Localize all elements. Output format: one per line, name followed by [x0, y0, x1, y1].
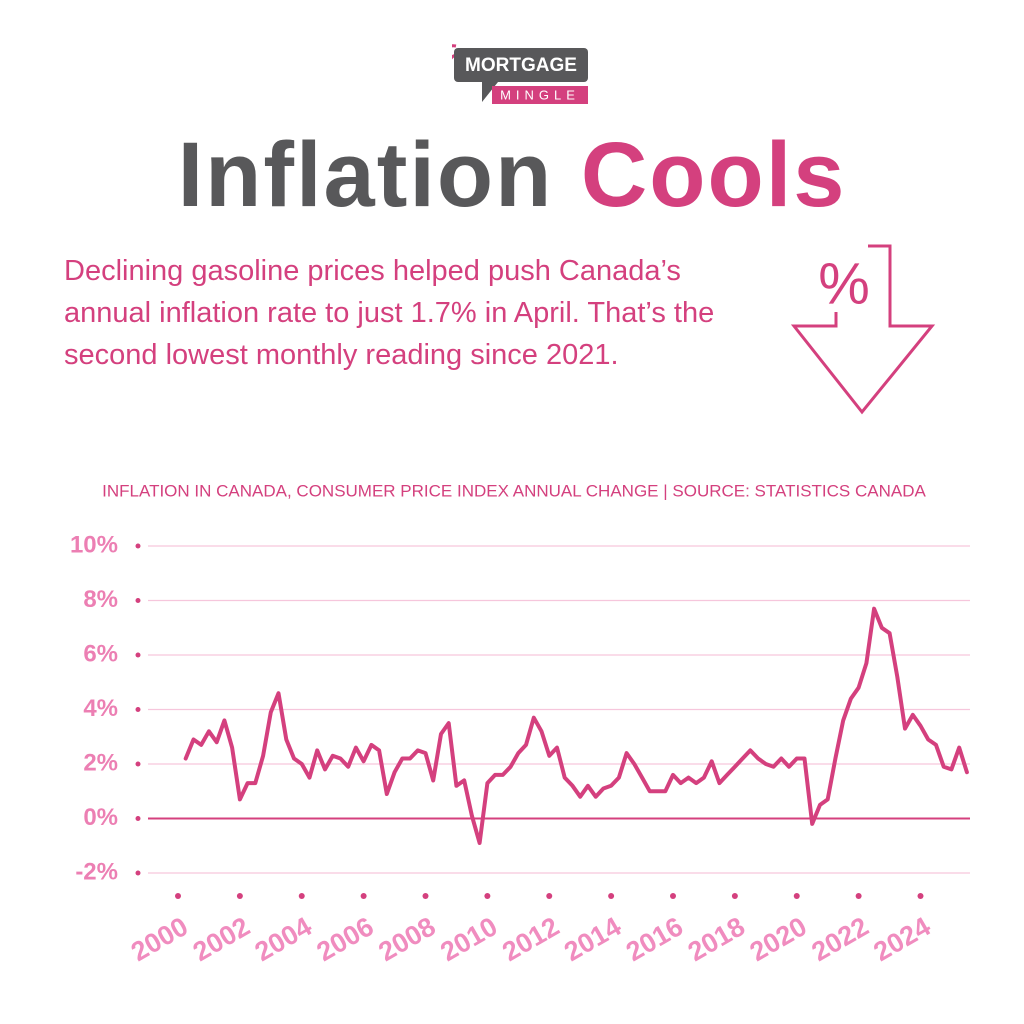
y-tick-dot — [135, 707, 141, 712]
x-tick-label: 2022 — [807, 911, 874, 967]
x-tick-dot — [236, 893, 243, 899]
y-tick-label: 2% — [83, 749, 118, 776]
x-tick-label: 2018 — [683, 911, 750, 967]
x-tick-label: 2008 — [373, 911, 440, 967]
logo-bar — [492, 86, 588, 104]
x-tick-dot — [855, 893, 862, 899]
down-arrow-icon: % — [790, 244, 936, 415]
x-tick-dot — [360, 893, 367, 899]
x-tick-dot — [917, 893, 924, 899]
x-tick-label: 2020 — [745, 911, 812, 967]
x-tick-label: 2006 — [312, 911, 379, 967]
x-tick-dot — [793, 893, 800, 899]
x-tick-dot — [175, 893, 181, 899]
x-tick-dot — [298, 893, 305, 899]
y-tick-dot — [135, 761, 141, 767]
arrow-outline — [790, 244, 936, 415]
x-tick-label: 2004 — [250, 911, 317, 967]
description: Declining gasoline prices helped push Ca… — [64, 255, 715, 371]
percent-symbol: % — [818, 251, 870, 316]
x-tick-dot — [484, 893, 491, 899]
x-tick-dot — [546, 893, 553, 899]
y-tick-label: 4% — [83, 695, 118, 722]
x-tick-label: 2014 — [559, 911, 626, 967]
x-tick-label: 2016 — [621, 911, 688, 967]
x-tick-label: 2024 — [868, 911, 935, 967]
logo-signal — [452, 44, 457, 48]
headline-accent: Cools — [580, 124, 847, 226]
logo-bottom: MINGLE — [500, 87, 580, 102]
y-tick-dot — [135, 598, 141, 603]
x-tick-dot — [731, 893, 738, 899]
x-tick-label: 2002 — [188, 911, 255, 967]
y-tick-dot — [135, 870, 141, 876]
x-tick-dot — [608, 893, 615, 899]
logo: MORTGAGE MINGLE — [452, 44, 588, 104]
y-tick-dot — [135, 652, 141, 658]
y-tick-label: 10% — [70, 531, 118, 558]
y-tick-label: 0% — [83, 804, 118, 831]
logo-box — [454, 48, 588, 82]
y-tick-label: 8% — [83, 586, 118, 613]
x-tick-label: 2010 — [435, 911, 502, 967]
x-tick-dot — [422, 893, 429, 899]
chart: INFLATION IN CANADA, CONSUMER PRICE INDE… — [70, 481, 970, 967]
y-tick-dot — [135, 816, 141, 821]
headline-dark: Inflation — [177, 124, 554, 226]
y-tick-dot — [135, 543, 141, 549]
inflation-line — [183, 606, 969, 845]
chart-title: INFLATION IN CANADA, CONSUMER PRICE INDE… — [102, 481, 926, 500]
x-tick-label: 2000 — [126, 911, 193, 967]
x-tick-label: 2012 — [497, 911, 564, 967]
logo-top: MORTGAGE — [465, 55, 577, 76]
x-tick-dot — [670, 893, 676, 899]
headline: Inflation Cools — [0, 120, 1024, 230]
y-tick-label: 6% — [83, 640, 118, 667]
y-tick-label: -2% — [75, 858, 118, 885]
